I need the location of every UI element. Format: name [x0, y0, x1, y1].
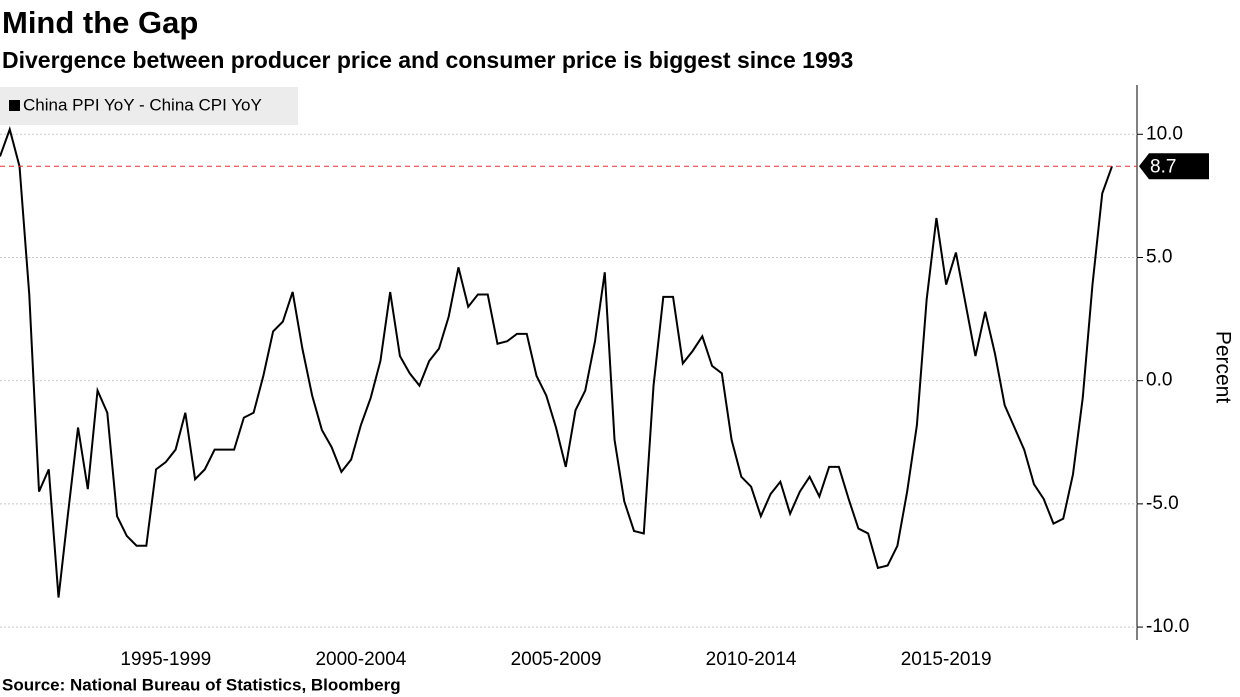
- legend: China PPI YoY - China CPI YoY: [0, 87, 298, 125]
- x-tick-label: 2005-2009: [511, 649, 602, 670]
- x-tick-label: 2010-2014: [706, 649, 797, 670]
- y-tick-label: 0.0: [1146, 370, 1172, 391]
- x-tick-label: 1995-1999: [120, 649, 211, 670]
- data-line: [0, 125, 1113, 598]
- legend-swatch: [9, 100, 20, 111]
- chart-title: Mind the Gap: [2, 5, 198, 40]
- source: Source: National Bureau of Statistics, B…: [2, 675, 401, 694]
- value-label: 8.7: [1150, 156, 1176, 177]
- legend-label: China PPI YoY - China CPI YoY: [23, 95, 262, 114]
- x-tick-label: 2000-2004: [315, 649, 406, 670]
- value-tag: [1139, 153, 1209, 180]
- y-tick-label: -5.0: [1146, 493, 1179, 514]
- y-axis-label: Percent: [1211, 331, 1234, 404]
- y-tick-label: 10.0: [1146, 123, 1183, 144]
- y-tick-label: 5.0: [1146, 246, 1172, 267]
- chart-subtitle: Divergence between producer price and co…: [2, 47, 853, 73]
- y-tick-label: -10.0: [1146, 616, 1189, 637]
- x-tick-label: 2015-2019: [901, 649, 992, 670]
- legend-background: [0, 87, 298, 125]
